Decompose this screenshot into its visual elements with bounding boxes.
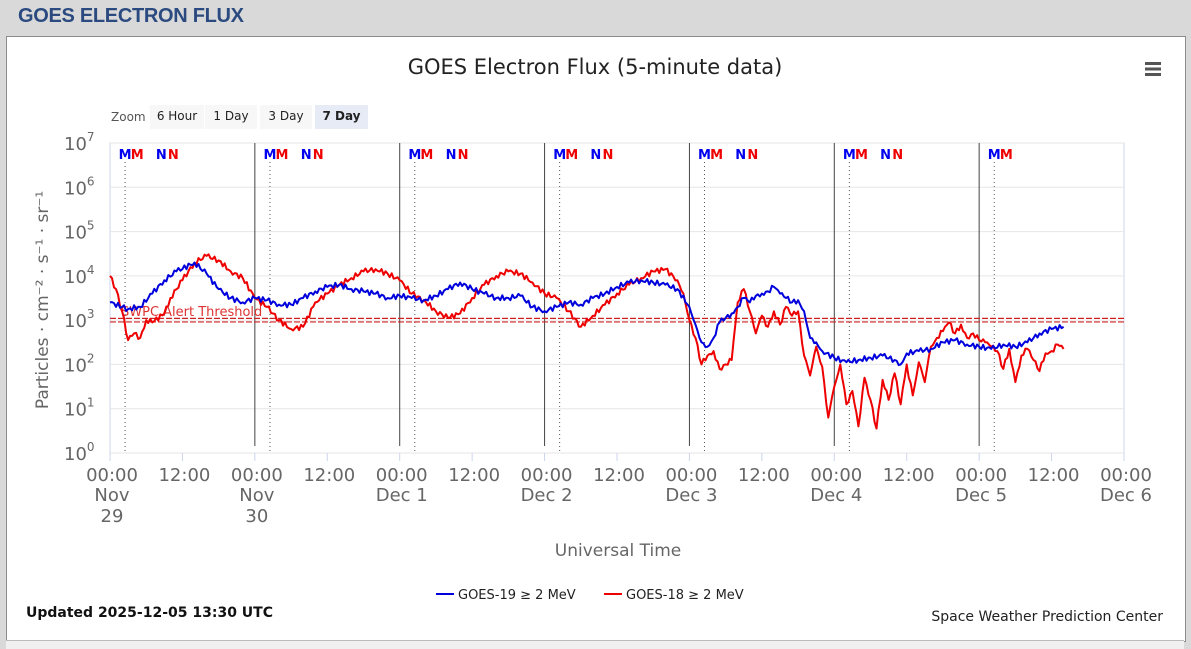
x-tick-label: 00:00 <box>521 465 573 486</box>
satellite-marker-m: M <box>698 148 711 163</box>
y-tick-label: 100 <box>64 440 95 465</box>
x-tick-date: Dec 3 <box>665 485 717 506</box>
y-tick-label: 106 <box>64 174 95 199</box>
x-tick-date: Dec 5 <box>955 485 1007 506</box>
satellite-marker-n: N <box>301 148 312 163</box>
satellite-marker-m: M <box>855 148 868 163</box>
satellite-marker-m: M <box>565 148 578 163</box>
svg-text:7 Day: 7 Day <box>322 109 360 123</box>
bottom-strip <box>6 640 1184 649</box>
satellite-marker-n: N <box>735 148 746 163</box>
satellite-marker-n: N <box>458 148 469 163</box>
x-tick-date: Dec 4 <box>810 485 862 506</box>
x-tick-label: 00:00 <box>665 465 717 486</box>
x-tick-date: Nov <box>239 485 274 506</box>
credit: Space Weather Prediction Center <box>931 609 1163 625</box>
series-line <box>109 261 1065 367</box>
satellite-marker-n: N <box>603 148 614 163</box>
hamburger-menu-icon[interactable] <box>1145 62 1161 76</box>
satellite-marker-n: N <box>168 148 179 163</box>
satellite-marker-m: M <box>408 148 421 163</box>
x-tick-label: 12:00 <box>303 465 355 486</box>
y-tick-label: 105 <box>64 219 95 244</box>
y-tick-label: 107 <box>64 130 95 155</box>
zoom-control: Zoom 6 Hour 1 Day 3 Day 7 Day <box>111 105 368 129</box>
y-axis-title: Particles · cm⁻² · s⁻¹ · sr⁻¹ <box>33 191 53 409</box>
series-line <box>109 253 1065 430</box>
threshold-label: SWPC Alert Threshold <box>121 305 262 320</box>
x-axis-title: Universal Time <box>555 541 681 561</box>
satellite-marker-m: M <box>420 148 433 163</box>
satellite-marker-m: M <box>553 148 566 163</box>
satellite-marker-n: N <box>747 148 758 163</box>
x-tick-label: 00:00 <box>231 465 283 486</box>
satellite-marker-m: M <box>988 148 1001 163</box>
x-tick-label: 00:00 <box>810 465 862 486</box>
chart-title: GOES Electron Flux (5-minute data) <box>408 55 783 79</box>
svg-text:3 Day: 3 Day <box>268 109 303 123</box>
zoom-label: Zoom <box>111 110 146 124</box>
x-tick-date: Dec 6 <box>1100 485 1152 506</box>
x-tick-label: 12:00 <box>593 465 645 486</box>
satellite-marker-n: N <box>880 148 891 163</box>
zoom-button-1-day[interactable]: 1 Day <box>205 105 257 129</box>
svg-text:6 Hour: 6 Hour <box>157 109 197 123</box>
x-tick-label: 00:00 <box>86 465 138 486</box>
legend-item: GOES-19 ≥ 2 MeV <box>458 588 576 603</box>
satellite-marker-m: M <box>131 148 144 163</box>
y-tick-label: 103 <box>64 307 95 332</box>
satellite-marker-m: M <box>119 148 132 163</box>
updated-timestamp: Updated 2025-12-05 13:30 UTC <box>26 605 273 621</box>
satellite-marker-n: N <box>313 148 324 163</box>
zoom-button-7-day[interactable]: 7 Day <box>315 105 368 129</box>
x-tick-label: 12:00 <box>448 465 500 486</box>
x-tick-label: 00:00 <box>955 465 1007 486</box>
x-tick-label: 00:00 <box>1100 465 1152 486</box>
x-tick-date: 29 <box>101 506 124 527</box>
satellite-marker-m: M <box>263 148 276 163</box>
svg-text:1 Day: 1 Day <box>213 109 248 123</box>
satellite-marker-n: N <box>892 148 903 163</box>
satellite-marker-m: M <box>1000 148 1013 163</box>
x-tick-label: 12:00 <box>158 465 210 486</box>
x-tick-label: 12:00 <box>1028 465 1080 486</box>
legend: GOES-19 ≥ 2 MeV GOES-18 ≥ 2 MeV <box>436 588 744 603</box>
x-tick-label: 00:00 <box>376 465 428 486</box>
legend-item: GOES-18 ≥ 2 MeV <box>626 588 744 603</box>
satellite-marker-m: M <box>710 148 723 163</box>
y-tick-label: 102 <box>64 351 95 376</box>
satellite-marker-n: N <box>156 148 167 163</box>
y-tick-label: 101 <box>64 396 95 421</box>
x-tick-date: Dec 1 <box>376 485 428 506</box>
zoom-button-3-day[interactable]: 3 Day <box>260 105 312 129</box>
satellite-marker-n: N <box>590 148 601 163</box>
x-tick-date: Dec 2 <box>521 485 573 506</box>
satellite-marker-m: M <box>276 148 289 163</box>
satellite-marker-m: M <box>843 148 856 163</box>
zoom-button-6-hour[interactable]: 6 Hour <box>150 105 204 129</box>
y-tick-label: 104 <box>64 263 95 288</box>
satellite-marker-n: N <box>446 148 457 163</box>
x-tick-date: 30 <box>245 506 268 527</box>
page-title: GOES ELECTRON FLUX <box>18 5 244 27</box>
x-tick-label: 12:00 <box>883 465 935 486</box>
x-tick-label: 12:00 <box>738 465 790 486</box>
x-tick-date: Nov <box>94 485 129 506</box>
